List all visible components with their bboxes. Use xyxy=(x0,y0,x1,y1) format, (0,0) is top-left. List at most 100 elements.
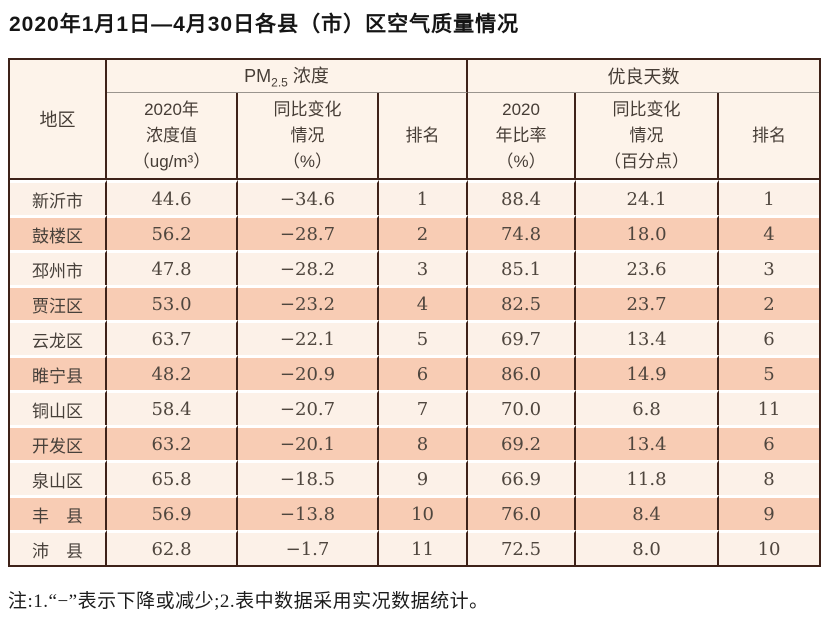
pm-value-cell: 62.8 xyxy=(107,530,238,565)
good-rate-cell: 70.0 xyxy=(468,390,577,425)
col-header-good-change: 同比变化 情况 （百分点） xyxy=(576,93,720,180)
pm-rank-cell: 1 xyxy=(379,180,469,215)
pm-value-cell: 48.2 xyxy=(107,355,238,390)
good-rate-cell: 69.2 xyxy=(468,425,577,460)
good-rate-cell: 74.8 xyxy=(468,215,577,250)
table-header: 地区 PM2.5 浓度 优良天数 2020年 浓度值 （ug/m³） 同比变化 … xyxy=(10,60,820,180)
table-row: 贾汪区 53.0 −23.2 4 82.5 23.7 2 xyxy=(10,285,820,320)
table-row: 沛 县 62.8 −1.7 11 72.5 8.0 10 xyxy=(10,530,820,565)
col-header-pm-value: 2020年 浓度值 （ug/m³） xyxy=(107,93,238,180)
header-sub-row: 2020年 浓度值 （ug/m³） 同比变化 情况 （%） 排名 2020 年比… xyxy=(10,93,820,180)
good-rank-cell: 5 xyxy=(719,355,820,390)
col-header-pm-change: 同比变化 情况 （%） xyxy=(238,93,379,180)
col-group-good-days: 优良天数 xyxy=(468,60,820,93)
pm-rank-cell: 6 xyxy=(379,355,469,390)
pm-value-cell: 47.8 xyxy=(107,250,238,285)
region-cell: 铜山区 xyxy=(10,390,107,425)
good-rank-cell: 10 xyxy=(719,530,820,565)
good-rank-cell: 4 xyxy=(719,215,820,250)
pm-rank-cell: 5 xyxy=(379,320,469,355)
table-body: 新沂市 44.6 −34.6 1 88.4 24.1 1 鼓楼区 56.2 −2… xyxy=(10,180,820,565)
pm-change-cell: −23.2 xyxy=(238,285,379,320)
good-change-cell: 18.0 xyxy=(576,215,720,250)
col-header-pm-rank: 排名 xyxy=(379,93,469,180)
region-cell: 云龙区 xyxy=(10,320,107,355)
good-rank-cell: 3 xyxy=(719,250,820,285)
region-cell: 沛 县 xyxy=(10,530,107,565)
pm25-label-suffix: 浓度 xyxy=(287,66,329,87)
good-change-cell: 14.9 xyxy=(576,355,720,390)
good-rank-cell: 11 xyxy=(719,390,820,425)
pm25-label-prefix: PM xyxy=(244,66,272,87)
region-cell: 鼓楼区 xyxy=(10,215,107,250)
pm-change-cell: −22.1 xyxy=(238,320,379,355)
table-row: 鼓楼区 56.2 −28.7 2 74.8 18.0 4 xyxy=(10,215,820,250)
region-cell: 邳州市 xyxy=(10,250,107,285)
pm-rank-cell: 3 xyxy=(379,250,469,285)
pm-value-cell: 56.9 xyxy=(107,495,238,530)
good-rank-cell: 9 xyxy=(719,495,820,530)
good-rank-cell: 1 xyxy=(719,180,820,215)
pm-value-cell: 58.4 xyxy=(107,390,238,425)
table-row: 丰 县 56.9 −13.8 10 76.0 8.4 9 xyxy=(10,495,820,530)
good-rate-cell: 76.0 xyxy=(468,495,577,530)
header-group-row: 地区 PM2.5 浓度 优良天数 xyxy=(10,60,820,180)
good-change-cell: 23.7 xyxy=(576,285,720,320)
table-row: 新沂市 44.6 −34.6 1 88.4 24.1 1 xyxy=(10,180,820,215)
good-change-cell: 8.4 xyxy=(576,495,720,530)
good-change-cell: 23.6 xyxy=(576,250,720,285)
good-rate-cell: 69.7 xyxy=(468,320,577,355)
good-change-cell: 13.4 xyxy=(576,425,720,460)
pm-value-cell: 44.6 xyxy=(107,180,238,215)
pm-rank-cell: 11 xyxy=(379,530,469,565)
region-cell: 新沂市 xyxy=(10,180,107,215)
pm-rank-cell: 4 xyxy=(379,285,469,320)
region-cell: 丰 县 xyxy=(10,495,107,530)
region-cell: 贾汪区 xyxy=(10,285,107,320)
region-cell: 开发区 xyxy=(10,425,107,460)
pm-rank-cell: 7 xyxy=(379,390,469,425)
pm-rank-cell: 10 xyxy=(379,495,469,530)
pm-change-cell: −18.5 xyxy=(238,460,379,495)
pm-rank-cell: 8 xyxy=(379,425,469,460)
good-rate-cell: 88.4 xyxy=(468,180,577,215)
col-header-region: 地区 xyxy=(10,60,107,180)
good-rank-cell: 6 xyxy=(719,320,820,355)
pm-rank-cell: 2 xyxy=(379,215,469,250)
pm-value-cell: 53.0 xyxy=(107,285,238,320)
pm-change-cell: −20.1 xyxy=(238,425,379,460)
page-title: 2020年1月1日—4月30日各县（市）区空气质量情况 xyxy=(9,13,520,36)
pm25-label-subscript: 2.5 xyxy=(271,75,288,90)
pm-value-cell: 65.8 xyxy=(107,460,238,495)
region-cell: 泉山区 xyxy=(10,460,107,495)
table-row: 泉山区 65.8 −18.5 9 66.9 11.8 8 xyxy=(10,460,820,495)
pm-change-cell: −1.7 xyxy=(238,530,379,565)
table-row: 云龙区 63.7 −22.1 5 69.7 13.4 6 xyxy=(10,320,820,355)
pm-value-cell: 63.7 xyxy=(107,320,238,355)
good-rate-cell: 66.9 xyxy=(468,460,577,495)
good-change-cell: 13.4 xyxy=(576,320,720,355)
air-quality-table: 地区 PM2.5 浓度 优良天数 2020年 浓度值 （ug/m³） 同比变化 … xyxy=(8,58,822,567)
region-cell: 睢宁县 xyxy=(10,355,107,390)
good-change-cell: 11.8 xyxy=(576,460,720,495)
table-row: 邳州市 47.8 −28.2 3 85.1 23.6 3 xyxy=(10,250,820,285)
col-header-good-rank: 排名 xyxy=(719,93,820,180)
good-change-cell: 6.8 xyxy=(576,390,720,425)
pm-value-cell: 63.2 xyxy=(107,425,238,460)
pm-change-cell: −28.2 xyxy=(238,250,379,285)
table-row: 铜山区 58.4 −20.7 7 70.0 6.8 11 xyxy=(10,390,820,425)
pm-value-cell: 56.2 xyxy=(107,215,238,250)
good-change-cell: 8.0 xyxy=(576,530,720,565)
good-rank-cell: 2 xyxy=(719,285,820,320)
good-change-cell: 24.1 xyxy=(576,180,720,215)
good-rate-cell: 86.0 xyxy=(468,355,577,390)
good-rate-cell: 72.5 xyxy=(468,530,577,565)
col-group-pm25: PM2.5 浓度 xyxy=(107,60,469,93)
good-rate-cell: 85.1 xyxy=(468,250,577,285)
col-header-good-rate: 2020 年比率 （%） xyxy=(468,93,577,180)
pm-change-cell: −20.7 xyxy=(238,390,379,425)
pm-change-cell: −34.6 xyxy=(238,180,379,215)
good-rank-cell: 8 xyxy=(719,460,820,495)
pm-change-cell: −28.7 xyxy=(238,215,379,250)
